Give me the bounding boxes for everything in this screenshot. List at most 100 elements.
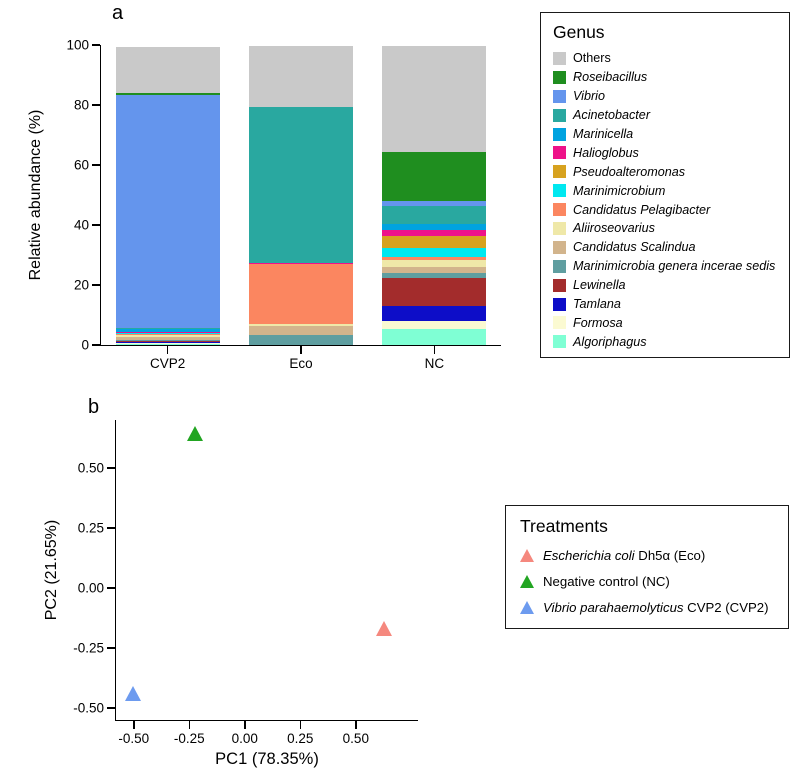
treatment-legend-label: Escherichia coli Dh5α (Eco) [543, 548, 705, 563]
treatment-legend-item: Negative control (NC) [520, 574, 774, 589]
genus-legend-label: Halioglobus [573, 145, 639, 160]
pca-y-tick [107, 707, 115, 709]
bar-segment [115, 342, 220, 344]
pca-point-cvp2 [125, 685, 142, 701]
abundance-x-tick [433, 346, 436, 354]
pca-x-tick [133, 721, 135, 729]
abundance-y-tick-label: 60 [73, 157, 89, 173]
pca-x-tick [244, 721, 246, 729]
bar-segment [115, 93, 220, 96]
genus-color-swatch [553, 335, 566, 349]
abundance-y-tick-label: 40 [73, 217, 89, 233]
pca-plot-area: -0.50 -0.25 0.00 0.25 0.50 -0.50 -0.25 0.00 0.25… [73, 420, 418, 746]
genus-legend-label: Roseibacillus [573, 70, 648, 85]
bar-segment [249, 262, 353, 264]
genus-legend-label: Marinimicrobia genera incerae sedis [573, 259, 776, 274]
genus-legend-label: Candidatus Scalindua [573, 240, 696, 255]
genus-color-swatch [553, 127, 566, 141]
bar-segment [115, 343, 220, 345]
bar-segment [382, 305, 487, 321]
genus-legend-label: Marinimicrobium [573, 183, 666, 198]
genus-legend-item: Acinetobacter [553, 106, 777, 125]
pca-y-tick-label: -0.50 [73, 700, 104, 716]
pca-y-tick [107, 647, 115, 649]
genus-legend-item: Aliiroseovarius [553, 219, 777, 238]
bar-segment [382, 247, 487, 257]
pca-y-tick [107, 527, 115, 529]
treatments-legend-items: Escherichia coli Dh5α (Eco) Negative cont… [520, 548, 774, 615]
bar-segment [382, 235, 487, 248]
genus-legend-label: Acinetobacter [573, 108, 651, 123]
bar-segment [382, 320, 487, 329]
abundance-y-tick-label: 80 [73, 97, 89, 113]
genus-legend-item: Formosa [553, 313, 777, 332]
pca-point-nc [187, 426, 204, 442]
pca-x-tick-label: -0.50 [118, 731, 150, 746]
bar-segment [382, 259, 487, 267]
bar-segment [115, 46, 220, 94]
treatment-label-part: Vibrio parahaemolyticus [543, 600, 684, 615]
pca-y-axis-title: PC2 (21.65%) [43, 519, 60, 621]
treatment-label-part: Dh5α (Eco) [634, 548, 706, 563]
treatment-legend-item: Vibrio parahaemolyticus CVP2 (CVP2) [520, 600, 774, 615]
abundance-y-tick-label: 100 [66, 37, 89, 53]
treatment-legend-label: Negative control (NC) [543, 574, 670, 589]
genus-color-swatch [553, 316, 566, 330]
treatment-triangle-marker [520, 575, 534, 588]
abundance-y-tick [92, 164, 100, 166]
genus-legend-label: Vibrio [573, 89, 605, 104]
genus-legend-item: Halioglobus [553, 143, 777, 162]
bar-segment [115, 331, 220, 333]
abundance-y-tick [92, 104, 100, 106]
genus-legend-label: Tamlana [573, 297, 621, 312]
pca-y-tick [107, 587, 115, 589]
pca-point-eco [376, 620, 393, 636]
genus-legend-label: Marinicella [573, 127, 634, 141]
treatment-label-part: Negative control (NC) [543, 574, 670, 589]
abundance-y-tick-label: 20 [73, 277, 89, 293]
genus-legend-item: Algoriphagus [553, 332, 777, 351]
genus-legend: Genus Others Roseibacillus Vibrio Acinetoba… [540, 12, 790, 358]
pca-x-axis-title: PC1 (78.35%) [215, 750, 319, 768]
abundance-x-tick [166, 346, 169, 354]
genus-legend-item: Others [553, 49, 777, 68]
abundance-x-tick-label: NC [424, 356, 445, 371]
panel-abundance: a Relative abundance (%) 0 20 40 60 80 100 CVP… [27, 2, 790, 371]
pca-y-tick-label: 0.25 [77, 520, 104, 536]
genus-legend-item: Tamlana [553, 295, 777, 314]
pca-x-tick-label: -0.25 [173, 731, 205, 746]
genus-color-swatch [553, 297, 566, 311]
genus-legend-item: Marinimicrobia genera incerae sedis [553, 257, 777, 276]
bar-segment [382, 328, 487, 345]
bar-segment [115, 334, 220, 338]
treatments-legend-title: Treatments [520, 516, 608, 536]
bar-segment [249, 323, 353, 326]
bar-segment [115, 327, 220, 329]
pca-x-tick-label: 0.00 [231, 731, 258, 746]
treatment-legend-label: Vibrio parahaemolyticus CVP2 (CVP2) [543, 600, 769, 615]
genus-legend-item: Marinicella [553, 125, 777, 144]
bar-segment [115, 94, 220, 328]
bar-segment [382, 272, 487, 278]
pca-y-tick-label: -0.25 [73, 640, 104, 656]
pca-x-tick [355, 721, 357, 729]
genus-legend-item: Candidatus Pelagibacter [553, 200, 777, 219]
abundance-y-tick [92, 284, 100, 286]
genus-color-swatch [553, 89, 566, 103]
treatments-legend: Treatments Escherichia coli Dh5α (Eco) Ne… [505, 505, 789, 629]
pca-y-tick [107, 467, 115, 469]
abundance-y-tick [92, 44, 100, 46]
pca-x-tick [299, 721, 302, 729]
genus-legend-title: Genus [553, 22, 605, 42]
panel-pca: b PC2 (21.65%) -0.50 -0.25 0.00 0.25 0.50 -0.… [0, 390, 794, 779]
bar-segment [382, 223, 487, 230]
genus-legend-items: Others Roseibacillus Vibrio Acinetobacter Ma… [553, 49, 777, 351]
bar-segment [249, 106, 353, 263]
bar-segment [382, 229, 487, 236]
genus-color-swatch [553, 203, 566, 217]
genus-legend-item: Lewinella [553, 276, 777, 295]
abundance-x-tick-label: CVP2 [150, 356, 186, 371]
genus-legend-item: Vibrio [553, 87, 777, 106]
genus-color-swatch [553, 165, 566, 179]
